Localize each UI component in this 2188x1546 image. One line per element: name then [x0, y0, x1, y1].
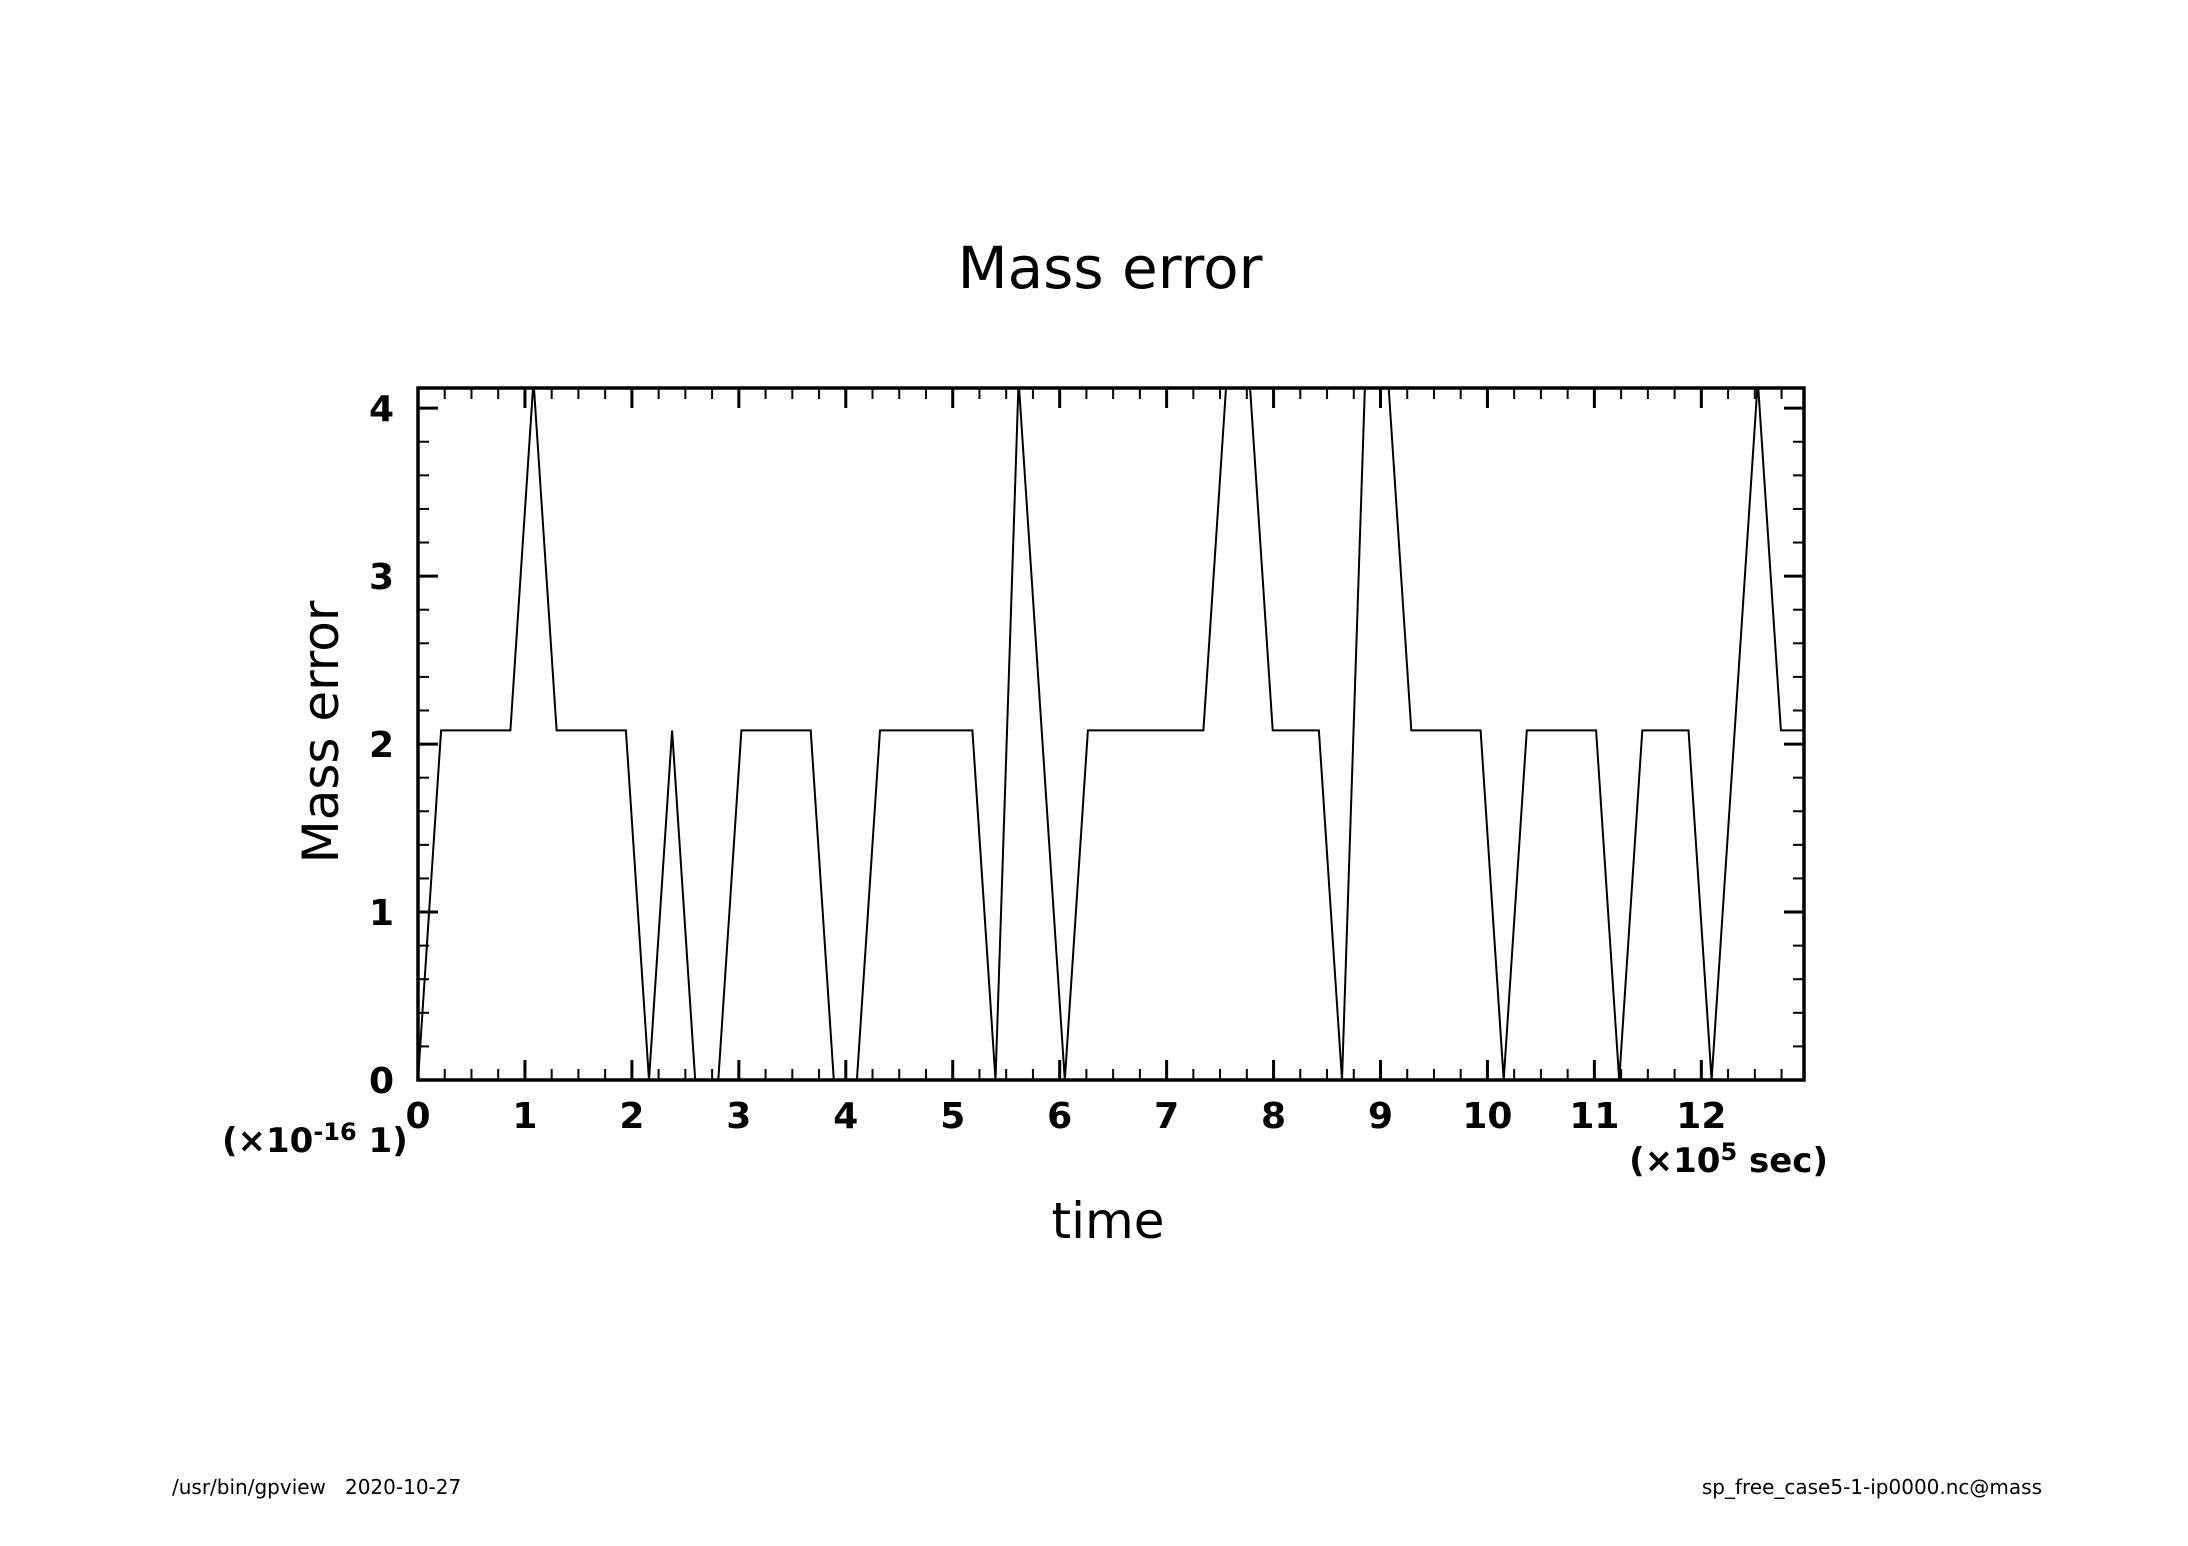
y-axis-multiplier: (×10-16 1) — [222, 1118, 408, 1161]
x-axis-multiplier: (×105 sec) — [1629, 1138, 1828, 1181]
y-multiplier-exponent: -16 — [313, 1118, 356, 1146]
footer-left: /usr/bin/gpview 2020-10-27 — [172, 1475, 461, 1499]
x-multiplier-prefix: (×10 — [1629, 1141, 1720, 1181]
x-axis-label: time — [1052, 1192, 1165, 1250]
series-line — [418, 388, 1804, 1080]
x-tick-label: 3 — [726, 1096, 751, 1137]
chart-title: Mass error — [958, 234, 1263, 302]
x-tick-label: 2 — [619, 1096, 644, 1137]
x-tick-label: 4 — [833, 1096, 858, 1137]
x-tick-label: 6 — [1047, 1096, 1072, 1137]
y-tick-label: 2 — [369, 725, 394, 766]
x-tick-label: 5 — [940, 1096, 965, 1137]
x-tick-label: 1 — [512, 1096, 537, 1137]
plot-frame — [416, 386, 1806, 1082]
x-multiplier-suffix: sec) — [1737, 1141, 1828, 1181]
x-tick-label: 9 — [1368, 1096, 1393, 1137]
x-tick-label: 12 — [1676, 1096, 1726, 1137]
y-tick-label: 3 — [369, 557, 394, 598]
y-multiplier-prefix: (×10 — [222, 1121, 313, 1161]
x-tick-label: 11 — [1569, 1096, 1619, 1137]
x-tick-label: 7 — [1154, 1096, 1179, 1137]
x-tick-label: 10 — [1462, 1096, 1512, 1137]
x-tick-label: 0 — [405, 1096, 430, 1137]
y-tick-label: 4 — [369, 389, 394, 430]
footer-right: sp_free_case5-1-ip0000.nc@mass — [1702, 1475, 2042, 1499]
y-tick-label: 0 — [369, 1061, 394, 1102]
y-tick-label: 1 — [369, 893, 394, 934]
x-tick-label: 8 — [1261, 1096, 1286, 1137]
y-multiplier-suffix: 1) — [357, 1121, 408, 1161]
x-multiplier-exponent: 5 — [1720, 1138, 1737, 1166]
y-axis-label: Mass error — [292, 600, 350, 863]
